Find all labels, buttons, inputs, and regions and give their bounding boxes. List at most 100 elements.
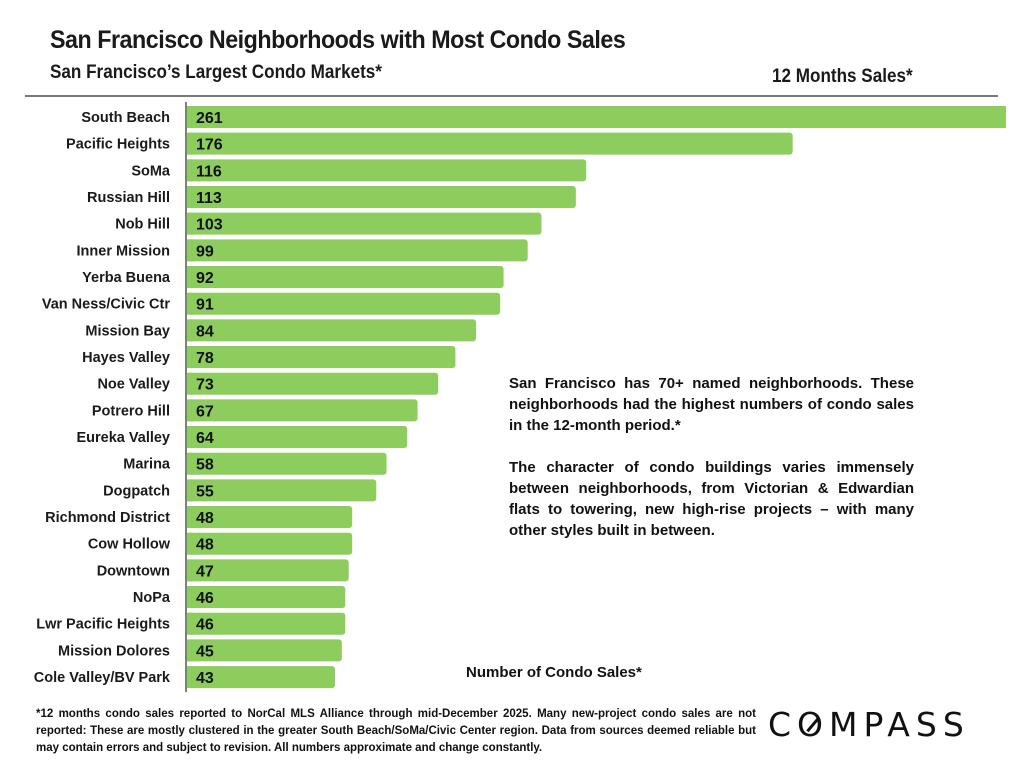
bar-left-edge — [187, 506, 193, 529]
category-label: Inner Mission — [77, 243, 170, 259]
value-labels-layer: 261 176 116 113 103 99 92 91 84 78 73 67 64 58 55 48 48 4… — [196, 110, 223, 687]
data-label: 78 — [196, 350, 214, 367]
bar-left-edge — [187, 266, 193, 289]
bar-lwr-pacific-heights — [187, 612, 346, 635]
category-label: Marina — [123, 457, 171, 473]
data-label: 261 — [196, 110, 223, 127]
category-label: SoMa — [131, 163, 171, 179]
bar-russian-hill — [187, 186, 576, 209]
category-label: Cole Valley/BV Park — [34, 670, 171, 686]
data-label: 113 — [196, 190, 222, 207]
bar-left-edge — [187, 346, 193, 369]
bar-mission-dolores — [187, 639, 342, 662]
bar-left-edge — [187, 666, 193, 689]
data-label: 91 — [196, 297, 214, 314]
data-label: 46 — [196, 590, 214, 607]
category-label: Lwr Pacific Heights — [36, 617, 170, 633]
category-label: Noe Valley — [97, 377, 170, 393]
header-separator — [25, 95, 998, 97]
bar-nob-hill — [187, 212, 542, 235]
bar-eureka-valley — [187, 426, 408, 449]
bars-layer — [187, 106, 1006, 689]
bar-hayes-valley — [187, 346, 456, 369]
bar-dogpatch — [187, 479, 377, 502]
category-label: Dogpatch — [103, 483, 170, 499]
category-label: Yerba Buena — [82, 270, 171, 286]
category-label: Eureka Valley — [76, 430, 170, 446]
bar-left-edge — [187, 319, 193, 342]
bar-nopa — [187, 586, 346, 609]
bar-cow-hollow — [187, 532, 353, 555]
bar-south-beach — [187, 106, 1006, 128]
category-label: Van Ness/Civic Ctr — [42, 297, 170, 313]
data-label: 73 — [196, 377, 214, 394]
bar-left-edge — [187, 426, 193, 449]
category-label: Hayes Valley — [82, 350, 170, 366]
bar-potrero-hill — [187, 399, 418, 422]
bar-left-edge — [187, 132, 193, 155]
category-label: Richmond District — [45, 510, 170, 526]
bar-van-ness-civic-ctr — [187, 292, 501, 315]
bar-noe-valley — [187, 372, 439, 395]
data-label: 64 — [196, 430, 214, 447]
bar-richmond-district — [187, 506, 353, 529]
footnote: *12 months condo sales reported to NorCa… — [36, 708, 756, 754]
bar-marina — [187, 452, 387, 475]
bar-left-edge — [187, 612, 193, 635]
chart-subtitle: San Francisco’s Largest Condo Markets* — [50, 62, 382, 83]
bar-yerba-buena — [187, 266, 504, 289]
chart-title: San Francisco Neighborhoods with Most Co… — [50, 26, 626, 54]
bar-downtown — [187, 559, 349, 582]
annotation-text: San Francisco has 70+ named neighborhood… — [509, 373, 914, 562]
data-label: 45 — [196, 643, 214, 660]
bar-left-edge — [187, 212, 193, 235]
category-label: NoPa — [133, 590, 171, 606]
period-label: 12 Months Sales* — [772, 66, 913, 87]
data-label: 99 — [196, 243, 214, 260]
category-label: Nob Hill — [115, 217, 170, 233]
bar-inner-mission — [187, 239, 528, 262]
category-label: Pacific Heights — [66, 137, 170, 153]
category-label: Potrero Hill — [92, 403, 170, 419]
bar-left-edge — [187, 399, 193, 422]
data-label: 176 — [196, 137, 223, 154]
bar-left-edge — [187, 586, 193, 609]
bar-cole-valley-bv-park — [187, 666, 335, 689]
compass-logo: COMPASS — [768, 705, 970, 744]
category-label: Downtown — [97, 563, 170, 579]
x-axis-label: Number of Condo Sales* — [466, 664, 642, 681]
data-label: 43 — [196, 670, 214, 687]
category-label: South Beach — [81, 110, 170, 126]
bar-soma — [187, 159, 587, 182]
annotation-paragraph: The character of condo buildings varies … — [509, 459, 914, 539]
data-label: 67 — [196, 403, 214, 420]
logo-prefix: C — [768, 705, 798, 744]
category-label: Cow Hollow — [88, 537, 171, 553]
category-label: Russian Hill — [87, 190, 170, 206]
data-label: 92 — [196, 270, 214, 287]
bar-mission-bay — [187, 319, 477, 342]
data-label: 47 — [196, 563, 214, 580]
bar-left-edge — [187, 452, 193, 475]
data-label: 55 — [196, 483, 214, 500]
logo-o-slash: O — [797, 705, 830, 744]
category-label: Mission Dolores — [58, 643, 170, 659]
bar-pacific-heights — [187, 132, 793, 155]
bar-left-edge — [187, 239, 193, 262]
bar-left-edge — [187, 532, 193, 555]
bar-left-edge — [187, 159, 193, 182]
bar-left-edge — [187, 559, 193, 582]
category-label: Mission Bay — [85, 323, 170, 339]
data-label: 46 — [196, 617, 214, 634]
data-label: 84 — [196, 323, 214, 340]
bar-left-edge — [187, 639, 193, 662]
data-label: 48 — [196, 537, 214, 554]
data-label: 116 — [196, 163, 222, 180]
data-label: 48 — [196, 510, 214, 527]
bar-left-edge — [187, 372, 193, 395]
data-label: 58 — [196, 457, 214, 474]
annotation-paragraph: San Francisco has 70+ named neighborhood… — [509, 375, 914, 434]
category-labels-layer: South Beach Pacific Heights SoMa Russian Hi… — [34, 110, 171, 686]
bar-left-edge — [187, 186, 193, 209]
